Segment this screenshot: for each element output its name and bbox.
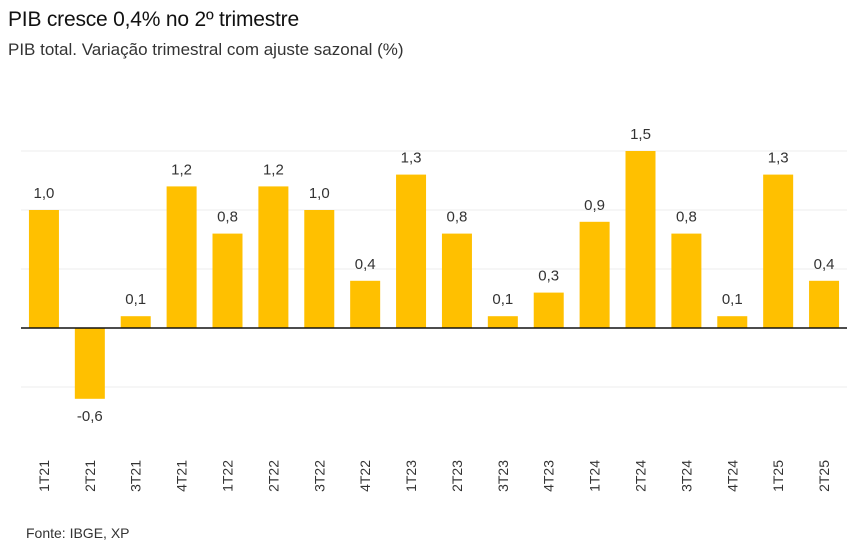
x-tick-label: 4T23 [541, 460, 557, 492]
bar-4T23 [533, 292, 564, 328]
bar-1T21 [28, 210, 59, 328]
bar-1T22 [212, 233, 243, 328]
value-label: 1,5 [630, 126, 651, 143]
x-tick-label: 3T21 [128, 460, 144, 492]
bar-3T21 [120, 316, 151, 328]
bar-3T24 [671, 233, 702, 328]
bar-2T22 [258, 186, 289, 328]
bar-3T23 [487, 316, 518, 328]
x-tick-label: 2T23 [449, 460, 465, 492]
bar-2T24 [625, 151, 656, 328]
value-label: 1,3 [401, 150, 422, 167]
x-tick-label: 1T22 [220, 460, 236, 492]
value-label: 0,4 [814, 256, 835, 273]
chart-title: PIB cresce 0,4% no 2º trimestre [8, 8, 299, 31]
x-tick-label: 3T22 [311, 460, 327, 492]
value-label: 0,1 [125, 291, 146, 308]
value-label: 1,0 [309, 185, 330, 202]
bar-1T25 [763, 174, 794, 328]
bar-4T22 [350, 280, 381, 328]
value-label: -0,6 [77, 408, 103, 425]
value-label: 0,8 [447, 209, 468, 226]
chart-subtitle: PIB total. Variação trimestral com ajust… [8, 40, 404, 59]
value-labels: 1,0 -0,6 0,1 1,2 0,8 1,2 1,0 0,4 1,3 0,8 0,1 0,3 0,9… [34, 126, 835, 425]
x-tick-label: 3T24 [678, 460, 694, 492]
value-label: 0,9 [584, 197, 605, 214]
value-label: 0,1 [492, 291, 513, 308]
x-tick-label: 4T22 [357, 460, 373, 492]
bar-2T23 [441, 233, 472, 328]
value-label: 1,2 [263, 161, 284, 178]
bar-2T21 [74, 328, 105, 399]
value-label: 1,3 [768, 150, 789, 167]
value-label: 1,2 [171, 161, 192, 178]
x-tick-label: 3T23 [495, 460, 511, 492]
bars [28, 151, 840, 399]
value-label: 1,0 [34, 185, 55, 202]
bar-1T24 [579, 221, 610, 328]
x-tick-label: 4T21 [174, 460, 190, 492]
x-tick-label: 2T21 [82, 460, 98, 492]
x-tick-label: 1T24 [587, 460, 603, 492]
value-label: 0,3 [538, 268, 559, 285]
value-label: 0,1 [722, 291, 743, 308]
value-label: 0,4 [355, 256, 376, 273]
x-tick-label: 2T25 [816, 460, 832, 492]
value-label: 0,8 [217, 209, 238, 226]
bar-4T21 [166, 186, 197, 328]
x-tick-label: 2T24 [633, 460, 649, 492]
source-note: Fonte: IBGE, XP [26, 525, 130, 541]
x-tick-label: 1T23 [403, 460, 419, 492]
bar-4T24 [717, 316, 748, 328]
x-tick-labels: 1T21 2T21 3T21 4T21 1T22 2T22 3T22 4T22 1T23 2T23… [36, 460, 832, 492]
bar-1T23 [396, 174, 427, 328]
x-tick-label: 2T22 [265, 460, 281, 492]
bar-2T25 [809, 280, 840, 328]
bar-3T22 [304, 210, 335, 328]
x-tick-label: 1T21 [36, 460, 52, 492]
x-tick-label: 4T24 [724, 460, 740, 492]
gridlines [21, 150, 847, 388]
value-label: 0,8 [676, 209, 697, 226]
x-tick-label: 1T25 [770, 460, 786, 492]
